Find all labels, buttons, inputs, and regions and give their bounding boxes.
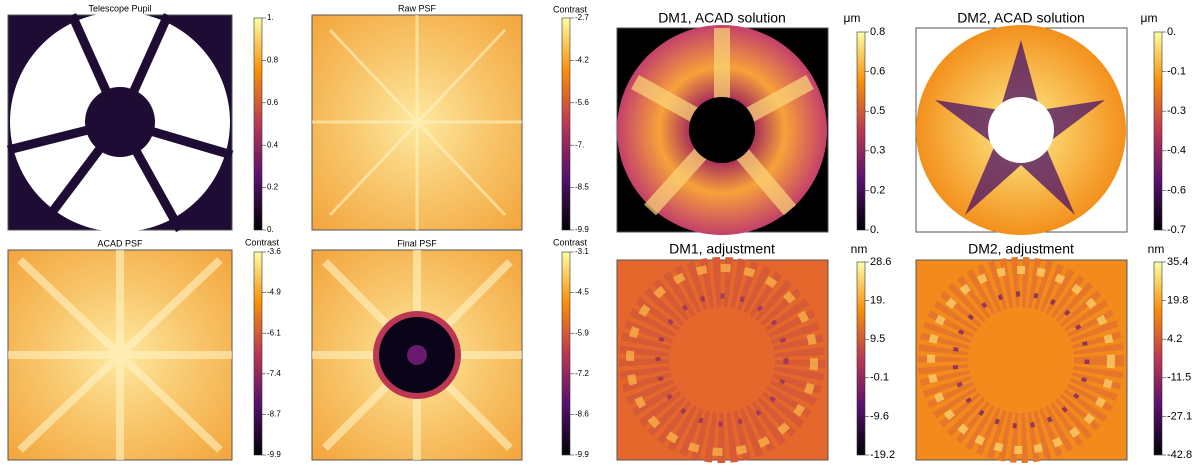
colorbar-tick-label: 0.3: [870, 145, 885, 157]
final-psf-image: [311, 249, 523, 461]
colorbar-tick-label: 0.5: [870, 105, 885, 117]
colorbar-tick-label: -0.4: [1167, 145, 1186, 157]
colorbar-tick-label: -0.1: [870, 372, 889, 384]
panel-title: Raw PSF: [398, 3, 437, 13]
colorbar-tick-label: 4.2: [1167, 333, 1182, 345]
colorbar-tick-label: -4.2: [575, 56, 589, 65]
colorbar-tick-label: -9.9: [575, 450, 589, 459]
colorbar-tick-label: 19.: [870, 295, 885, 307]
colorbar-label: nm: [851, 242, 868, 256]
colorbar-tick-label: -0.7: [1167, 224, 1186, 236]
colorbar-tick-label: -9.9: [575, 225, 589, 234]
colorbar-tick-label: -5.9: [575, 328, 589, 337]
colorbar-tick-label: 35.4: [1167, 256, 1188, 268]
panel-title: Telescope Pupil: [88, 3, 151, 13]
dm2-solution-image: [915, 25, 1128, 235]
colorbar-tick-label: -42.8: [1167, 449, 1192, 461]
colorbar-tick-label: -7.2: [575, 369, 589, 378]
colorbar-tick-label: 0.: [870, 224, 879, 236]
colorbar-tick-label: -0.3: [1167, 105, 1186, 117]
colorbar-tick-label: -0.1: [1167, 66, 1186, 78]
colorbar-label: nm: [1148, 242, 1165, 256]
dm1-solution-image: [616, 25, 829, 235]
colorbar-tick-label: 0.6: [267, 98, 279, 107]
colorbar-tick-label: -4.9: [267, 288, 281, 297]
colorbar-tick-label: -6.1: [267, 328, 281, 337]
colorbar-tick-label: -7.4: [267, 369, 281, 378]
colorbar: [856, 261, 866, 456]
colorbar-tick-label: 1.: [267, 13, 274, 22]
colorbar-tick-label: -4.5: [575, 288, 589, 297]
dm2-adjustment-image: [915, 257, 1128, 463]
colorbar: [856, 31, 866, 231]
colorbar-tick-label: -5.6: [575, 98, 589, 107]
colorbar-tick-label: -7.: [575, 140, 584, 149]
colorbar-label: Contrast: [553, 4, 588, 14]
panel-title: DM1, adjustment: [669, 241, 775, 257]
colorbar-tick-label: -8.5: [575, 183, 589, 192]
colorbar-tick-label: 28.6: [870, 256, 891, 268]
raw-psf-image: [311, 14, 523, 231]
panel-title: Final PSF: [397, 238, 437, 248]
colorbar-tick-label: -3.6: [267, 247, 281, 256]
colorbar-tick-label: -27.1: [1167, 410, 1192, 422]
colorbar-tick-label: 0.2: [870, 184, 885, 196]
colorbar: [253, 251, 263, 456]
colorbar-tick-label: 9.5: [870, 333, 885, 345]
colorbar-tick-label: 0.: [267, 225, 274, 234]
pupil-image: [6, 12, 234, 233]
colorbar: [561, 251, 571, 456]
colorbar-tick-label: -8.6: [575, 410, 589, 419]
colorbar-tick-label: -0.6: [1167, 184, 1186, 196]
colorbar-tick-label: 0.8: [267, 56, 279, 65]
panel-title: DM1, ACAD solution: [658, 10, 786, 26]
colorbar-tick-label: -3.1: [575, 247, 589, 256]
colorbar-tick-label: 0.4: [267, 140, 279, 149]
colorbar: [253, 17, 263, 231]
colorbar-tick-label: 0.: [1167, 26, 1176, 38]
colorbar: [561, 17, 571, 231]
colorbar-label: Contrast: [553, 237, 588, 247]
colorbar-tick-label: 0.2: [267, 183, 279, 192]
acad-psf-image: [7, 249, 233, 461]
panel-title: DM2, ACAD solution: [957, 10, 1085, 26]
colorbar-label: μm: [1141, 11, 1158, 25]
colorbar: [1153, 31, 1163, 231]
colorbar-tick-label: -2.7: [575, 13, 589, 22]
colorbar-tick-label: -19.2: [870, 449, 895, 461]
colorbar-label: μm: [844, 11, 861, 25]
colorbar-tick-label: 0.6: [870, 66, 885, 78]
colorbar-tick-label: -8.7: [267, 410, 281, 419]
colorbar-tick-label: 19.8: [1167, 295, 1188, 307]
colorbar-tick-label: -9.9: [267, 450, 281, 459]
colorbar: [1153, 261, 1163, 456]
colorbar-tick-label: 0.8: [870, 26, 885, 38]
panel-title: ACAD PSF: [97, 238, 143, 248]
panel-title: DM2, adjustment: [968, 241, 1074, 257]
dm1-adjustment-image: [616, 257, 829, 463]
colorbar-label: Contrast: [245, 237, 280, 247]
colorbar-tick-label: -9.6: [870, 410, 889, 422]
colorbar-tick-label: -11.5: [1167, 372, 1191, 384]
